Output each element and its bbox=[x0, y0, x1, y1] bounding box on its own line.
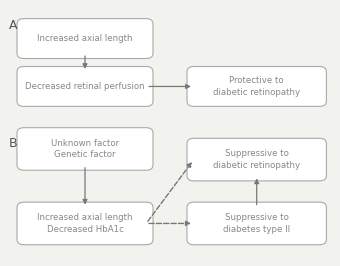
Text: Suppressive to
diabetes type II: Suppressive to diabetes type II bbox=[223, 213, 290, 234]
Text: Suppressive to
diabetic retinopathy: Suppressive to diabetic retinopathy bbox=[213, 149, 300, 170]
Text: Unknown factor
Genetic factor: Unknown factor Genetic factor bbox=[51, 139, 119, 159]
FancyBboxPatch shape bbox=[17, 128, 153, 170]
FancyBboxPatch shape bbox=[17, 19, 153, 59]
FancyBboxPatch shape bbox=[187, 66, 326, 106]
Text: B: B bbox=[8, 137, 17, 150]
FancyBboxPatch shape bbox=[17, 202, 153, 245]
Text: Increased axial length: Increased axial length bbox=[37, 34, 133, 43]
Text: Decreased retinal perfusion: Decreased retinal perfusion bbox=[25, 82, 145, 91]
Text: Protective to
diabetic retinopathy: Protective to diabetic retinopathy bbox=[213, 76, 300, 97]
FancyBboxPatch shape bbox=[187, 202, 326, 245]
FancyBboxPatch shape bbox=[187, 138, 326, 181]
Text: Increased axial length
Decreased HbA1c: Increased axial length Decreased HbA1c bbox=[37, 213, 133, 234]
Text: A: A bbox=[8, 19, 17, 32]
FancyBboxPatch shape bbox=[17, 66, 153, 106]
